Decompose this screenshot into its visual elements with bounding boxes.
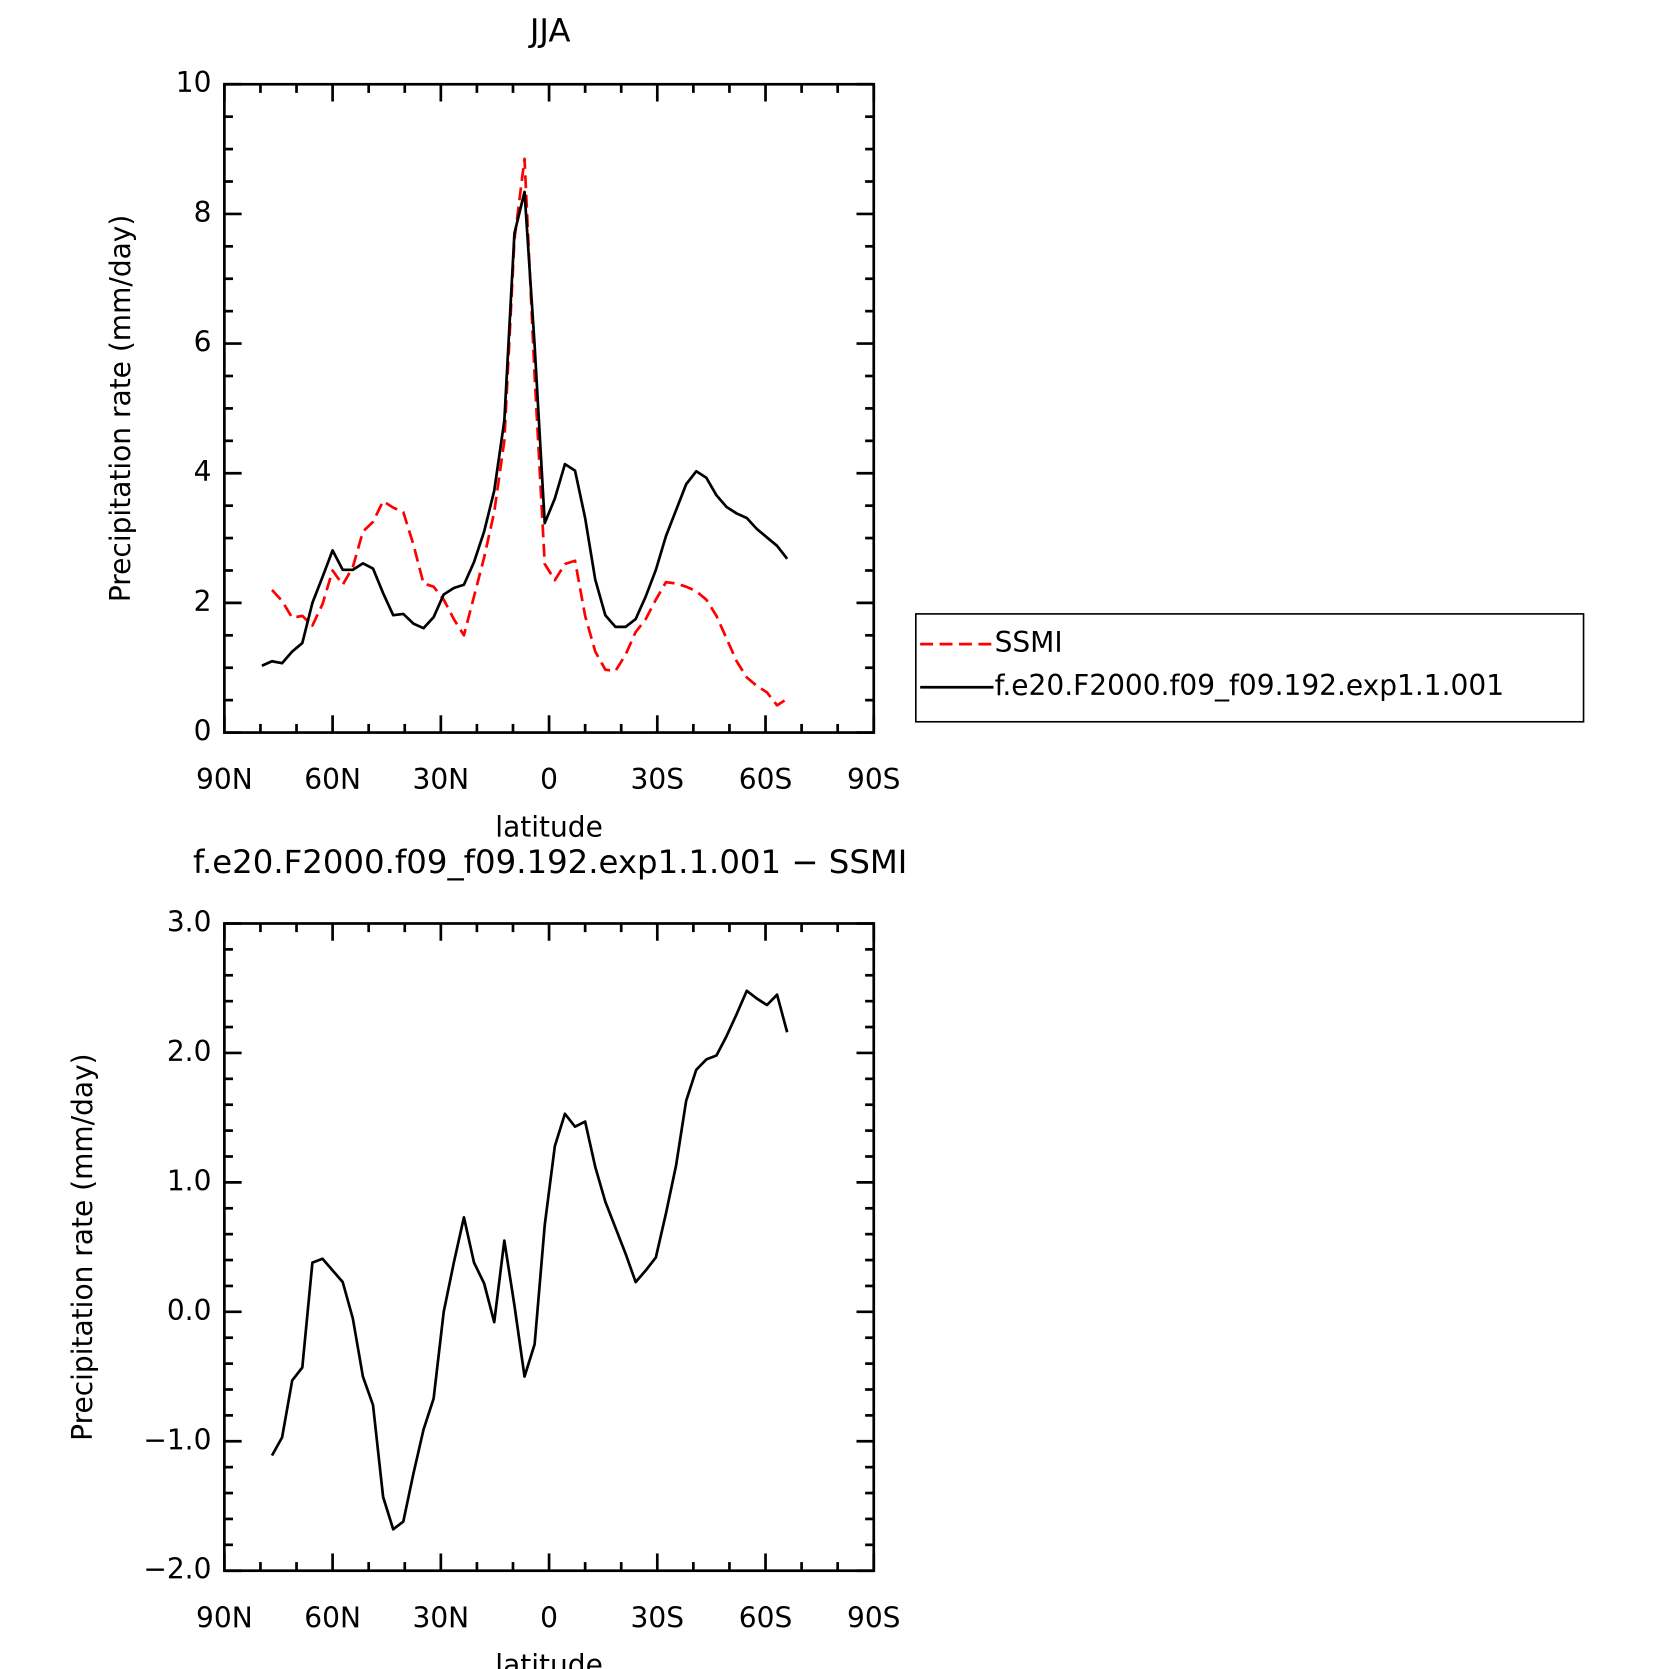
- y-tick-label: 10: [176, 66, 212, 99]
- y-tick-label: 0: [194, 715, 212, 748]
- x-tick-label: 90S: [847, 1601, 900, 1634]
- x-tick-label: 60N: [304, 763, 361, 796]
- x-tick-label: 0: [540, 763, 558, 796]
- y-tick-label: 3.0: [167, 905, 212, 938]
- legend-label: SSMI: [995, 626, 1063, 659]
- y-tick-label: 0.0: [167, 1294, 212, 1327]
- y-tick-label: 4: [194, 455, 212, 488]
- x-tick-label: 90N: [196, 1601, 253, 1634]
- x-tick-label: 30S: [631, 1601, 684, 1634]
- plot-frame: [223, 82, 876, 734]
- chart-title: JJA: [528, 11, 571, 49]
- x-axis-label: latitude: [495, 1649, 603, 1669]
- x-tick-label: 60S: [739, 1601, 792, 1634]
- y-axis-label: Precipitation rate (mm/day): [66, 1053, 99, 1440]
- y-tick-label: 1.0: [167, 1164, 212, 1197]
- data-line: [270, 989, 789, 1531]
- plot-frame: [223, 922, 876, 1573]
- x-axis-label: latitude: [495, 811, 603, 844]
- data-line: [261, 190, 789, 668]
- y-tick-label: 8: [194, 196, 212, 229]
- data-line: [271, 157, 788, 707]
- chart-title: f.e20.F2000.f09_f09.192.exp1.1.001 − SSM…: [193, 843, 907, 881]
- y-tick-label: 2: [194, 585, 212, 618]
- x-tick-label: 30N: [413, 763, 470, 796]
- x-tick-label: 90S: [847, 763, 900, 796]
- y-tick-label: −1.0: [143, 1423, 211, 1456]
- legend-label: f.e20.F2000.f09_f09.192.exp1.1.001: [995, 669, 1504, 702]
- y-tick-label: −2.0: [143, 1553, 211, 1586]
- legend-box: [915, 613, 1585, 723]
- y-tick-label: 6: [194, 326, 212, 359]
- x-tick-label: 30S: [631, 763, 684, 796]
- x-tick-label: 90N: [196, 763, 253, 796]
- y-tick-label: 2.0: [167, 1035, 212, 1068]
- x-tick-label: 30N: [413, 1601, 470, 1634]
- x-tick-label: 60S: [739, 763, 792, 796]
- y-axis-label: Precipitation rate (mm/day): [104, 215, 137, 602]
- x-tick-label: 60N: [304, 1601, 361, 1634]
- x-tick-label: 0: [540, 1601, 558, 1634]
